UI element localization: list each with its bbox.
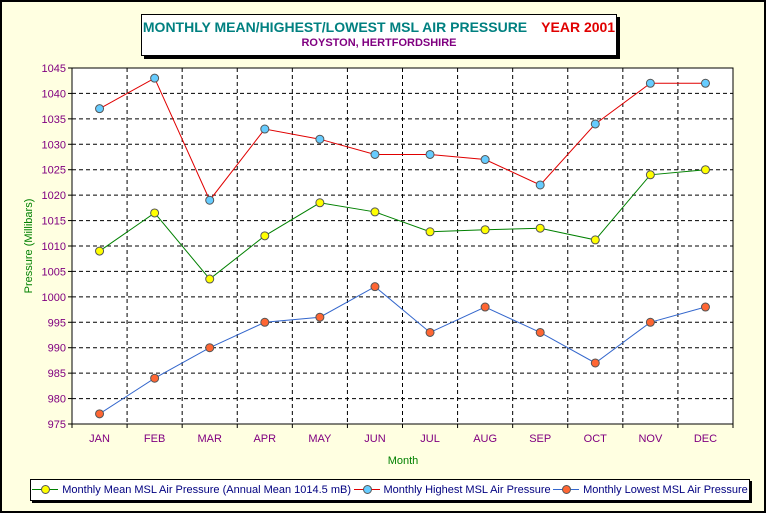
chart-title-year: YEAR 2001 — [541, 19, 616, 35]
data-point — [425, 227, 435, 237]
series-3 — [95, 282, 710, 419]
data-point — [95, 409, 105, 419]
data-point — [645, 317, 655, 327]
data-point — [535, 223, 545, 233]
y-tick-label: 1010 — [42, 241, 66, 253]
y-tick-label: 1000 — [42, 292, 66, 304]
y-tick-label: 1040 — [42, 88, 66, 100]
x-tick-label: APR — [253, 433, 276, 445]
data-point — [700, 302, 710, 312]
data-point — [535, 180, 545, 190]
chart-subtitle: ROYSTON, HERTFORDSHIRE — [301, 37, 457, 49]
y-tick-label: 980 — [48, 394, 66, 406]
data-point — [700, 165, 710, 175]
x-tick-label: JAN — [89, 433, 110, 445]
data-point — [205, 343, 215, 353]
series-line — [99, 169, 706, 280]
y-tick-label: 1035 — [42, 114, 66, 126]
data-point — [700, 78, 710, 88]
y-tick-label: 1020 — [42, 190, 66, 202]
x-tick-label: AUG — [473, 433, 497, 445]
x-tick-label: FEB — [144, 433, 165, 445]
data-point — [645, 78, 655, 88]
y-tick-label: 975 — [48, 419, 66, 431]
data-point — [480, 155, 490, 165]
legend-swatch — [353, 485, 380, 495]
legend-label: Monthly Mean MSL Air Pressure (Annual Me… — [62, 484, 352, 496]
x-tick-label: SEP — [529, 433, 551, 445]
y-tick-label: 1015 — [42, 216, 66, 228]
data-point — [425, 149, 435, 159]
data-point — [480, 225, 490, 235]
data-point — [645, 170, 655, 180]
data-point — [205, 195, 215, 205]
data-point — [260, 231, 270, 241]
x-tick-label: JUN — [364, 433, 385, 445]
data-point — [150, 208, 160, 218]
data-point — [480, 302, 490, 312]
y-tick-label: 1005 — [42, 266, 66, 278]
y-tick-label: 1030 — [42, 139, 66, 151]
data-point — [590, 358, 600, 368]
legend-entry: Monthly Lowest MSL Air Pressure — [553, 484, 748, 496]
data-point — [315, 134, 325, 144]
data-point — [260, 317, 270, 327]
y-tick-label: 985 — [48, 368, 66, 380]
data-point — [150, 73, 160, 83]
y-tick-label: 1025 — [42, 165, 66, 177]
legend-entry: Monthly Mean MSL Air Pressure (Annual Me… — [32, 484, 351, 496]
y-tick-label: 990 — [48, 343, 66, 355]
series-1 — [95, 165, 710, 284]
data-point — [315, 198, 325, 208]
data-point — [315, 312, 325, 322]
data-point — [150, 373, 160, 383]
legend-swatch — [32, 485, 59, 495]
data-point — [370, 149, 380, 159]
series-line — [99, 77, 706, 202]
chart-title-box: MONTHLY MEAN/HIGHEST/LOWEST MSL AIR PRES… — [141, 14, 617, 56]
data-point — [425, 327, 435, 337]
legend-swatch — [553, 485, 580, 495]
data-point — [95, 246, 105, 256]
data-point — [370, 207, 380, 217]
chart-legend: Monthly Mean MSL Air Pressure (Annual Me… — [30, 479, 750, 501]
x-tick-label: JUL — [420, 433, 440, 445]
x-tick-label: MAR — [197, 433, 222, 445]
data-point — [370, 282, 380, 292]
data-point — [95, 104, 105, 114]
series-line — [99, 286, 706, 415]
data-point — [205, 274, 215, 284]
chart-title-line: MONTHLY MEAN/HIGHEST/LOWEST MSL AIR PRES… — [142, 19, 616, 35]
y-tick-label: 995 — [48, 317, 66, 329]
legend-label: Monthly Lowest MSL Air Pressure — [583, 484, 748, 496]
legend-entry: Monthly Highest MSL Air Pressure — [353, 484, 551, 496]
data-point — [590, 235, 600, 245]
series-2 — [95, 73, 710, 205]
x-tick-label: DEC — [694, 433, 717, 445]
data-point — [260, 124, 270, 134]
data-point — [590, 119, 600, 129]
x-axis-label: Month — [388, 455, 419, 467]
legend-label: Monthly Highest MSL Air Pressure — [383, 484, 551, 496]
data-point — [535, 327, 545, 337]
x-tick-label: MAY — [308, 433, 332, 445]
y-axis-label: Pressure (Millibars) — [23, 199, 35, 294]
y-tick-label: 1045 — [42, 63, 66, 75]
x-tick-label: NOV — [638, 433, 663, 445]
x-tick-label: OCT — [584, 433, 608, 445]
chart-title: MONTHLY MEAN/HIGHEST/LOWEST MSL AIR PRES… — [142, 19, 528, 35]
